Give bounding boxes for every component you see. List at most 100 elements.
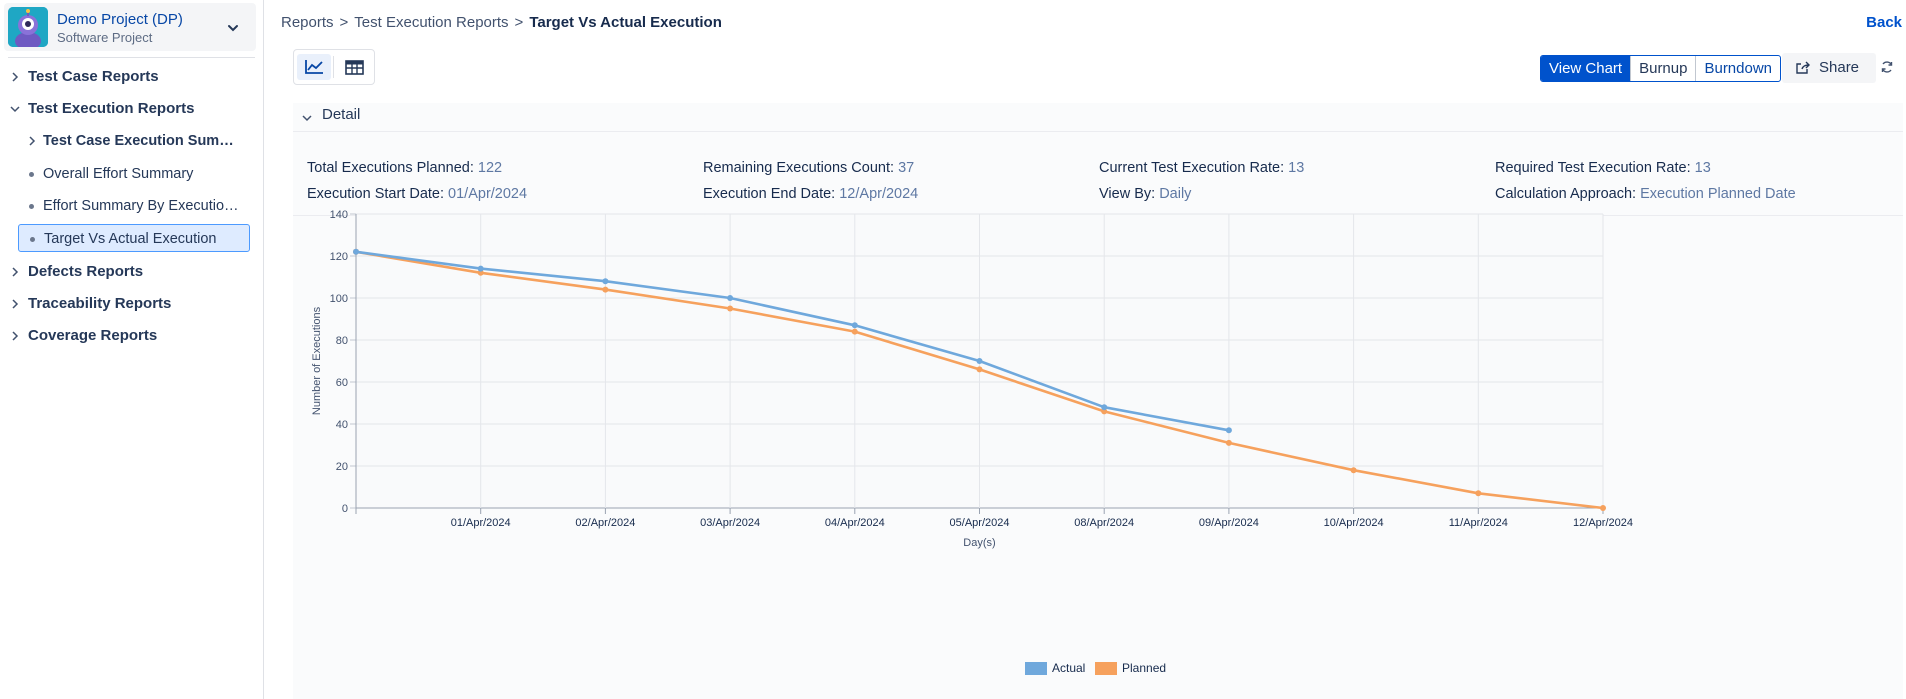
breadcrumb-current: Target Vs Actual Execution [529, 14, 722, 31]
chevron-down-icon[interactable] [226, 21, 240, 35]
sidebar-subitem-label: Test Case Execution Summ... [43, 133, 243, 149]
stat-value: 37 [898, 160, 915, 176]
x-tick-label: 01/Apr/2024 [451, 517, 511, 529]
data-point-actual [477, 265, 484, 272]
sidebar-subitem-target-vs-actual-execution[interactable]: Target Vs Actual Execution [18, 224, 250, 252]
sidebar-item-label: Coverage Reports [28, 327, 158, 344]
data-point-actual [1101, 404, 1108, 411]
bullet-icon [29, 172, 34, 177]
sidebar-item-defects-reports[interactable]: Defects Reports [0, 259, 264, 285]
chart-view-button[interactable] [297, 54, 331, 80]
stat-value: 13 [1288, 160, 1305, 176]
detail-header[interactable]: Detail [293, 103, 1903, 132]
sidebar-subitem-test-case-execution-summary[interactable]: Test Case Execution Summ... [18, 127, 250, 155]
chevron-down-icon [10, 106, 20, 113]
x-tick-label: 04/Apr/2024 [825, 517, 885, 529]
sidebar-item-label: Traceability Reports [28, 295, 172, 312]
stat-label: Current Test Execution Rate: [1099, 160, 1285, 176]
chevron-right-icon [12, 72, 19, 82]
share-icon [1796, 61, 1810, 74]
series-line-actual [355, 250, 1230, 432]
data-point-actual [353, 248, 359, 255]
table-view-button[interactable] [337, 54, 371, 80]
stat-value: Execution Planned Date [1640, 186, 1796, 202]
share-button[interactable]: Share [1782, 53, 1876, 83]
x-tick-label: 03/Apr/2024 [700, 517, 760, 529]
breadcrumb-reports[interactable]: Reports [281, 14, 334, 31]
chevron-right-icon [12, 331, 19, 341]
data-point-actual [602, 278, 609, 285]
stat-label: Calculation Approach: [1495, 186, 1637, 202]
data-point-actual [851, 322, 858, 329]
sidebar-subitem-effort-summary-by-execution[interactable]: Effort Summary By Execution... [18, 192, 250, 220]
sidebar-subitem-overall-effort-summary[interactable]: Overall Effort Summary [18, 160, 250, 188]
y-tick-label: 20 [336, 461, 348, 473]
stat-calculation-approach: Calculation Approach: Execution Planned … [1495, 186, 1796, 202]
sidebar-item-traceability-reports[interactable]: Traceability Reports [0, 291, 264, 317]
y-tick-label: 0 [342, 503, 348, 515]
sidebar-item-test-execution-reports[interactable]: Test Execution Reports [0, 96, 264, 122]
sidebar-subitem-label: Overall Effort Summary [43, 166, 194, 182]
line-chart-icon [305, 60, 323, 74]
chevron-right-icon [12, 267, 19, 277]
data-point-planned [1600, 505, 1606, 511]
x-tick-label: 12/Apr/2024 [1573, 517, 1633, 529]
breadcrumb-test-execution-reports[interactable]: Test Execution Reports [354, 14, 509, 31]
y-tick-label: 120 [330, 251, 348, 263]
y-axis-label: Number of Executions [311, 306, 323, 415]
x-tick-label: 08/Apr/2024 [1074, 517, 1134, 529]
back-link[interactable]: Back [1866, 14, 1902, 31]
refresh-icon[interactable] [1880, 60, 1894, 74]
breadcrumb-separator: > [514, 14, 524, 31]
sidebar-divider [8, 57, 255, 58]
x-axis-label: Day(s) [963, 537, 995, 549]
sidebar-subitem-label: Effort Summary By Execution... [43, 198, 243, 214]
table-icon [345, 60, 364, 75]
stat-label: Required Test Execution Rate: [1495, 160, 1691, 176]
data-point-planned [1475, 490, 1482, 497]
burnup-button[interactable]: Burnup [1630, 56, 1695, 81]
stat-value: 13 [1694, 160, 1711, 176]
sidebar-item-label: Test Execution Reports [28, 100, 195, 117]
stat-label: Execution End Date: [703, 186, 836, 202]
x-tick-label: 09/Apr/2024 [1199, 517, 1259, 529]
stat-view-by: View By: Daily [1099, 186, 1191, 202]
project-selector[interactable]: Demo Project (DP) Software Project [4, 3, 256, 51]
chevron-right-icon [12, 299, 19, 309]
breadcrumb-separator: > [339, 14, 349, 31]
bullet-icon [29, 204, 34, 209]
stat-label: Total Executions Planned: [307, 160, 474, 176]
x-tick-label: 02/Apr/2024 [575, 517, 635, 529]
view-toggle [293, 49, 375, 85]
view-chart-button[interactable]: View Chart [1541, 56, 1631, 81]
stat-value: Daily [1159, 186, 1192, 202]
y-tick-label: 60 [336, 377, 348, 389]
sidebar-item-coverage-reports[interactable]: Coverage Reports [0, 323, 264, 349]
sidebar: Demo Project (DP) Software Project Test … [0, 0, 264, 699]
stat-value: 122 [477, 160, 503, 176]
sidebar-item-label: Defects Reports [28, 263, 144, 280]
toggle-divider [333, 56, 334, 78]
project-type: Software Project [57, 30, 153, 45]
x-tick-label: 11/Apr/2024 [1449, 517, 1508, 529]
stat-label: Remaining Executions Count: [703, 160, 895, 176]
legend-swatch-planned [1095, 662, 1117, 675]
sidebar-subitem-label: Target Vs Actual Execution [44, 231, 217, 247]
y-tick-label: 80 [336, 335, 348, 347]
data-point-planned [851, 328, 858, 335]
burndown-button[interactable]: Burndown [1695, 56, 1780, 81]
robot-avatar-icon [8, 7, 48, 47]
legend-label-planned: Planned [1122, 661, 1167, 675]
project-name: Demo Project (DP) [57, 11, 183, 28]
stat-required-rate: Required Test Execution Rate: 13 [1495, 160, 1711, 176]
detail-title: Detail [322, 106, 361, 123]
data-point-planned [976, 366, 983, 373]
share-label: Share [1819, 59, 1860, 76]
y-tick-label: 100 [330, 293, 348, 305]
stat-end-date: Execution End Date: 12/Apr/2024 [703, 186, 918, 202]
project-avatar [8, 7, 48, 47]
data-point-actual [1225, 427, 1232, 434]
bullet-icon [30, 237, 35, 242]
sidebar-item-test-case-reports[interactable]: Test Case Reports [0, 64, 264, 90]
stat-start-date: Execution Start Date: 01/Apr/2024 [307, 186, 527, 202]
